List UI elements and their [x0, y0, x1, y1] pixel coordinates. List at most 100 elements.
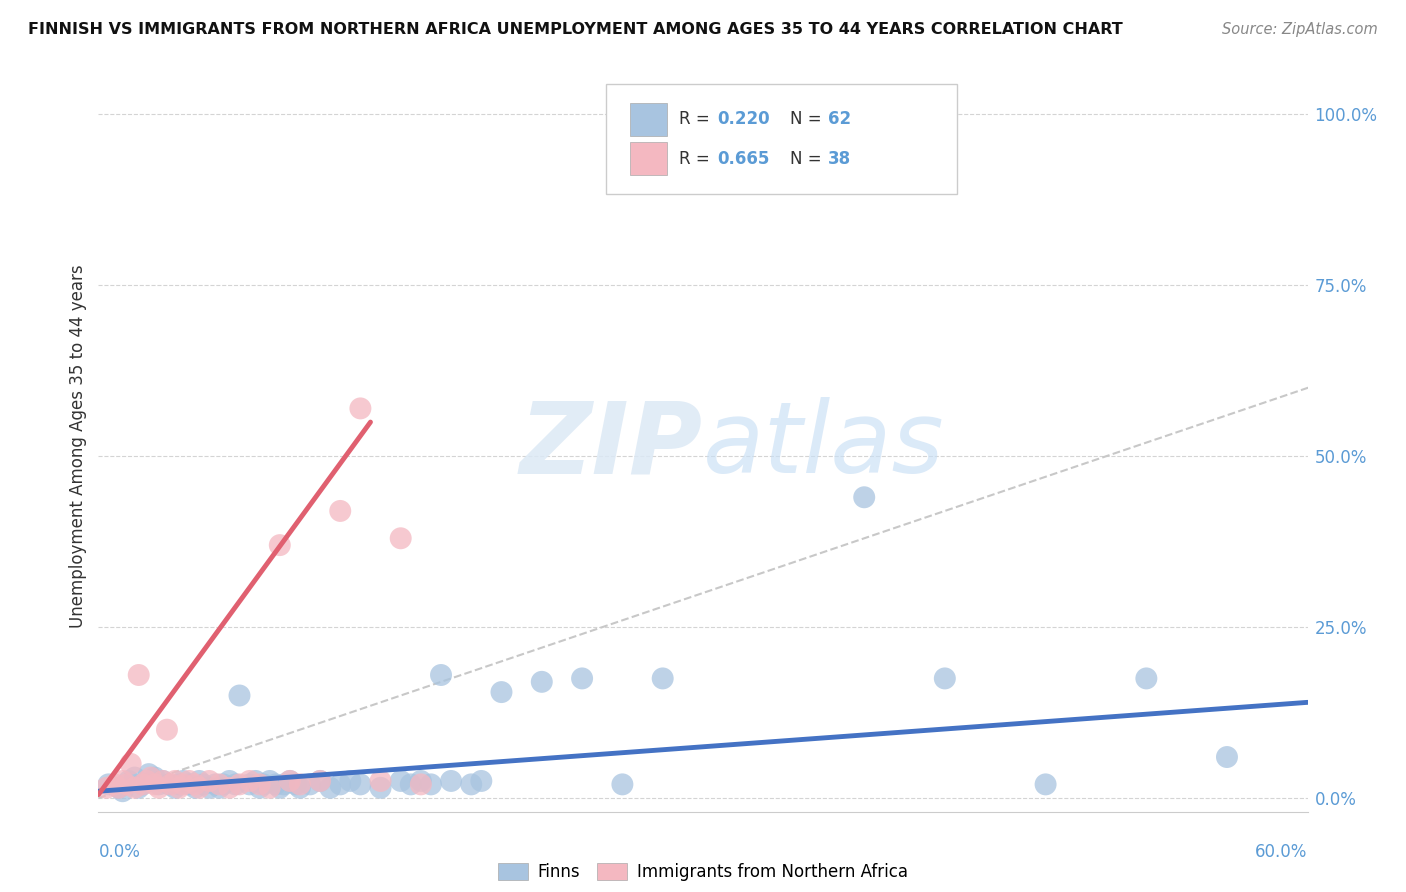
Point [249, 777, 271, 791]
Point [1035, 777, 1057, 791]
Point [167, 780, 190, 795]
Point [156, 723, 179, 737]
Point [239, 777, 262, 791]
Point [132, 777, 155, 791]
Point [349, 401, 371, 416]
Text: ZIP: ZIP [520, 398, 703, 494]
Point [152, 774, 174, 789]
Point [491, 685, 513, 699]
Point [1216, 750, 1239, 764]
Point [135, 774, 157, 789]
Text: 60.0%: 60.0% [1256, 843, 1308, 861]
Point [212, 777, 235, 791]
Point [284, 777, 307, 791]
Point [399, 777, 422, 791]
Point [138, 767, 160, 781]
Legend: Finns, Immigrants from Northern Africa: Finns, Immigrants from Northern Africa [491, 856, 915, 888]
Text: N =: N = [790, 110, 827, 128]
Point [218, 774, 240, 789]
Point [132, 777, 155, 791]
Text: R =: R = [679, 150, 714, 168]
Text: Source: ZipAtlas.com: Source: ZipAtlas.com [1222, 22, 1378, 37]
Text: 0.0%: 0.0% [98, 843, 141, 861]
Point [370, 780, 392, 795]
Point [530, 674, 553, 689]
Point [188, 774, 211, 789]
Point [157, 777, 180, 791]
Point [120, 756, 142, 771]
Point [440, 774, 463, 789]
Point [163, 774, 186, 789]
Point [198, 780, 221, 795]
Point [124, 780, 146, 795]
Point [288, 780, 311, 795]
Point [128, 780, 150, 795]
Point [389, 774, 412, 789]
Point [460, 777, 482, 791]
Text: R =: R = [679, 110, 714, 128]
Point [288, 777, 311, 791]
Point [419, 777, 441, 791]
Point [177, 777, 201, 791]
Point [184, 780, 207, 795]
Point [934, 672, 956, 686]
Point [160, 777, 183, 791]
Point [163, 780, 186, 795]
Point [571, 672, 593, 686]
Point [218, 780, 240, 795]
Text: 38: 38 [828, 150, 851, 168]
FancyBboxPatch shape [606, 84, 957, 194]
Point [264, 777, 287, 791]
Point [853, 490, 876, 504]
Point [249, 780, 271, 795]
Point [148, 777, 170, 791]
Point [409, 777, 432, 791]
Point [152, 774, 174, 789]
Text: 0.220: 0.220 [717, 110, 770, 128]
Point [124, 771, 146, 785]
Point [309, 774, 332, 789]
Point [111, 774, 134, 789]
Point [208, 780, 231, 795]
Point [651, 672, 673, 686]
Point [118, 774, 141, 789]
Text: N =: N = [790, 150, 827, 168]
Point [128, 668, 150, 682]
FancyBboxPatch shape [630, 142, 666, 175]
Point [278, 774, 301, 789]
Point [253, 777, 276, 791]
Point [329, 777, 352, 791]
Text: 62: 62 [828, 110, 851, 128]
Point [111, 784, 134, 798]
Point [329, 504, 352, 518]
Point [269, 780, 291, 795]
Point [148, 780, 170, 795]
Text: FINNISH VS IMMIGRANTS FROM NORTHERN AFRICA UNEMPLOYMENT AMONG AGES 35 TO 44 YEAR: FINNISH VS IMMIGRANTS FROM NORTHERN AFRI… [28, 22, 1123, 37]
Point [204, 777, 226, 791]
Point [309, 774, 332, 789]
Point [259, 774, 281, 789]
Point [172, 777, 194, 791]
Point [177, 774, 201, 789]
Point [107, 780, 129, 795]
Point [172, 774, 194, 789]
Point [198, 774, 221, 789]
Point [612, 777, 634, 791]
Point [430, 668, 453, 682]
Point [228, 777, 250, 791]
Text: 0.665: 0.665 [717, 150, 770, 168]
Point [370, 774, 392, 789]
Point [228, 689, 250, 703]
Point [389, 531, 412, 545]
Point [470, 774, 492, 789]
Point [239, 774, 262, 789]
Point [143, 777, 166, 791]
Point [143, 771, 166, 785]
Point [259, 780, 281, 795]
Point [167, 777, 190, 791]
Point [339, 774, 361, 789]
Point [409, 774, 432, 789]
Point [245, 774, 267, 789]
Point [107, 780, 129, 795]
Y-axis label: Unemployment Among Ages 35 to 44 years: Unemployment Among Ages 35 to 44 years [69, 264, 87, 628]
